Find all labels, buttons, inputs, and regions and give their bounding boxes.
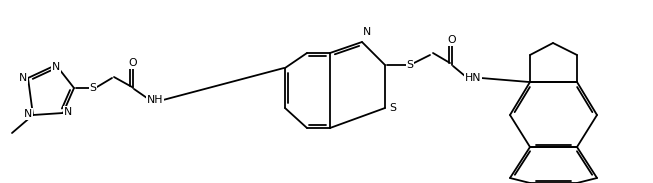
Text: N: N xyxy=(64,107,72,117)
Text: N: N xyxy=(24,109,32,119)
Text: N: N xyxy=(19,73,27,83)
Text: NH: NH xyxy=(147,95,163,105)
Text: N: N xyxy=(52,62,60,72)
Text: S: S xyxy=(89,83,97,93)
Text: O: O xyxy=(448,35,456,45)
Text: S: S xyxy=(389,103,396,113)
Text: HN: HN xyxy=(465,73,481,83)
Text: O: O xyxy=(129,58,137,68)
Text: S: S xyxy=(407,60,413,70)
Text: N: N xyxy=(363,27,372,37)
